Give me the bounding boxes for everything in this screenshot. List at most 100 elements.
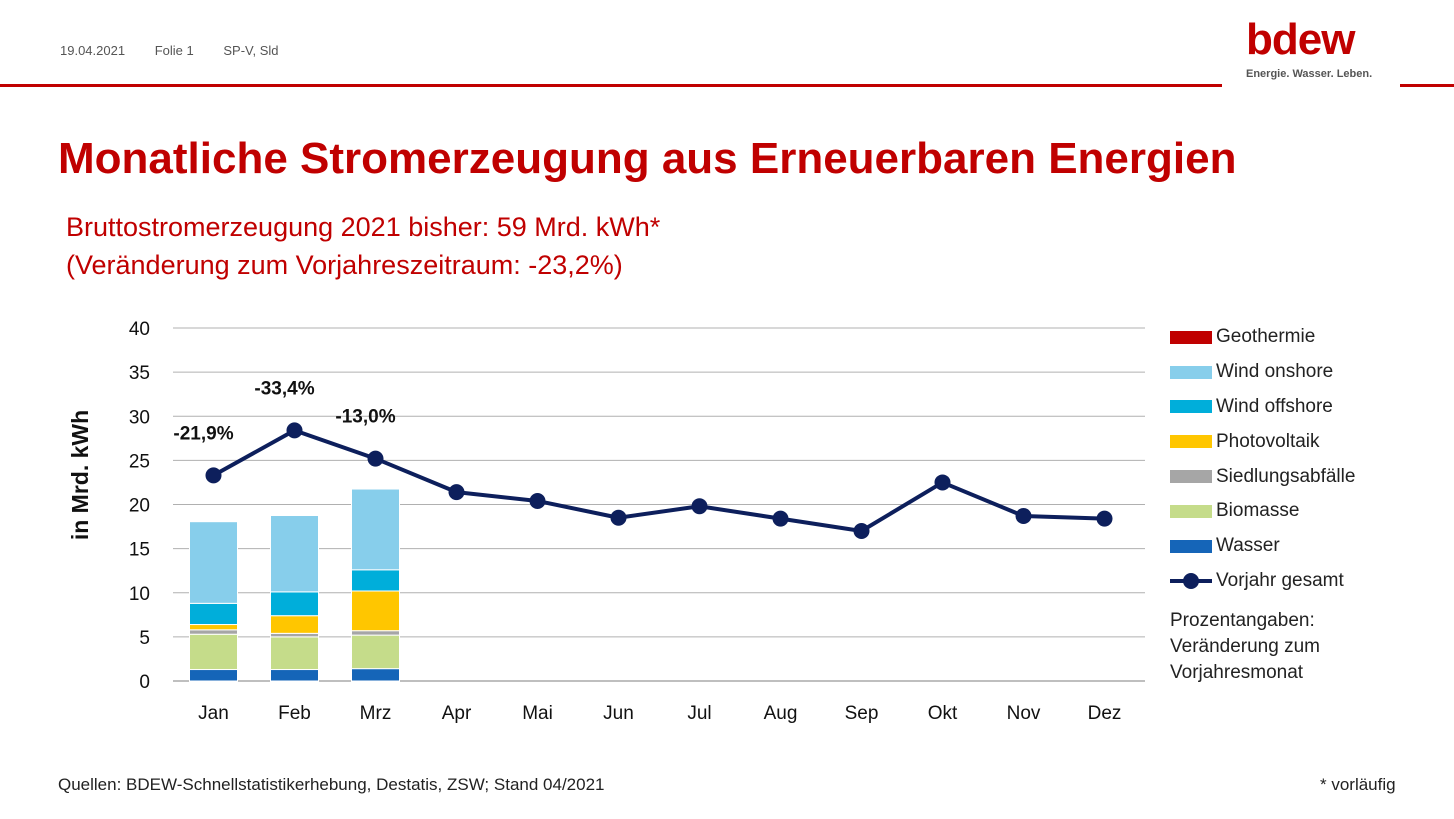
x-tick-label: Jan	[198, 703, 229, 724]
y-tick-label: 5	[139, 628, 150, 649]
legend-item-label: Wasser	[1216, 535, 1280, 557]
bar-segment	[351, 630, 400, 636]
legend-line-label: Vorjahr gesamt	[1216, 569, 1344, 591]
legend-item: Siedlungsabfälle	[1170, 459, 1440, 494]
line-point	[1096, 510, 1113, 527]
line-point	[934, 474, 951, 491]
data-label: -13,0%	[335, 407, 395, 428]
line-point	[691, 498, 708, 515]
y-tick-label: 10	[129, 584, 150, 605]
bar-segment	[270, 636, 319, 671]
legend-item: Photovoltaik	[1170, 424, 1440, 459]
legend-item-label: Photovoltaik	[1216, 430, 1320, 452]
data-label: -33,4%	[254, 378, 314, 399]
subtitle-line-2: (Veränderung zum Vorjahreszeitraum: -23,…	[66, 250, 623, 280]
line-point	[529, 492, 546, 509]
line-series-path	[212, 428, 1105, 533]
legend-item-label: Geothermie	[1216, 326, 1316, 348]
x-tick-labels: Jan Feb Mrz Apr Mai Jun Jul Aug Sep Okt Nov Dez	[198, 703, 1121, 724]
bar-segment	[189, 602, 238, 626]
legend-swatch	[1170, 470, 1212, 484]
legend: Geothermie Wind onshore Wind offshore Photo…	[1170, 320, 1440, 686]
legend-item-label: Wind offshore	[1216, 395, 1333, 417]
bar-segment	[351, 488, 400, 571]
legend-swatch	[1170, 330, 1212, 344]
bar-segment	[270, 669, 319, 682]
y-tick-label: 15	[129, 540, 150, 561]
slide-subtitle: Bruttostromerzeugung 2021 bisher: 59 Mrd…	[66, 208, 660, 284]
logo-wordmark: bdew	[1246, 15, 1355, 64]
legend-item-label: Siedlungsabfälle	[1216, 465, 1356, 487]
line-point	[772, 510, 789, 527]
bar-segment	[189, 633, 238, 671]
bar-layer	[189, 487, 400, 682]
legend-note: Prozentangaben: Veränderung zum Vorjahre…	[1170, 608, 1390, 686]
x-tick-label: Okt	[928, 703, 958, 724]
y-tick-label: 30	[129, 407, 150, 428]
legend-item-label: Biomasse	[1216, 500, 1300, 522]
bar-segment	[351, 569, 400, 592]
line-marker-icon	[1170, 571, 1212, 591]
x-tick-label: Feb	[278, 703, 311, 724]
line-point	[367, 450, 384, 467]
annotation-layer: -21,9% -33,4% -13,0%	[173, 378, 395, 444]
bar-segment	[189, 520, 238, 523]
x-tick-label: Aug	[764, 703, 798, 724]
legend-swatch	[1170, 539, 1212, 553]
legend-note-line-3: Vorjahresmonat	[1170, 662, 1304, 684]
line-point	[1015, 507, 1032, 524]
stacked-bar-line-chart: 0 5 10 15 20 25 30 35 40 Jan Feb Mrz Apr Mai Jun Jul Au…	[67, 319, 1145, 724]
legend-swatch	[1170, 504, 1212, 518]
bar-segment	[189, 669, 238, 682]
bar-segment	[270, 514, 319, 517]
bar-segment	[270, 615, 319, 634]
bar-segment	[270, 514, 319, 593]
x-tick-label: Nov	[1007, 703, 1041, 724]
bar-segment	[351, 634, 400, 670]
x-tick-label: Apr	[442, 703, 472, 724]
legend-item-label: Wind onshore	[1216, 361, 1334, 383]
legend-line-row: Vorjahr gesamt	[1170, 564, 1440, 599]
bar-segment	[351, 590, 400, 632]
slide-title: Monatliche Stromerzeugung aus Erneuerbar…	[58, 134, 1237, 183]
data-label: -21,9%	[173, 423, 233, 444]
grid-layer	[173, 327, 1145, 682]
header-date: 19.04.2021	[60, 43, 126, 58]
line-point	[205, 467, 222, 484]
bar-segment	[270, 591, 319, 617]
legend-note-line-1: Prozentangaben:	[1170, 610, 1315, 632]
bar-segment	[189, 629, 238, 635]
line-point	[853, 522, 870, 539]
y-tick-label: 20	[129, 496, 150, 517]
bar-segment	[189, 520, 238, 604]
header-rule-right	[1400, 84, 1454, 87]
header-slide: Folie 1	[154, 43, 194, 58]
bar-segment	[189, 624, 238, 631]
legend-note-line-2: Veränderung zum	[1170, 636, 1320, 658]
legend-item: Wind offshore	[1170, 390, 1440, 425]
bar-segment	[270, 632, 319, 638]
x-tick-label: Jun	[603, 703, 634, 724]
legend-item: Biomasse	[1170, 494, 1440, 529]
line-point	[286, 422, 303, 439]
legend-items: Geothermie Wind onshore Wind offshore Photo…	[1170, 320, 1440, 564]
line-point	[610, 509, 627, 526]
y-axis-label: in Mrd. kWh	[67, 410, 93, 540]
footer-note: * vorläufig	[1320, 775, 1396, 794]
legend-swatch	[1170, 400, 1212, 414]
bar-segment	[351, 668, 400, 682]
x-tick-label: Mrz	[360, 703, 392, 724]
x-tick-label: Jul	[687, 703, 711, 724]
bar-segment	[351, 487, 400, 490]
footer-sources: Quellen: BDEW-Schnellstatistikerhebung, …	[58, 775, 605, 794]
y-tick-label: 35	[129, 363, 150, 384]
subtitle-line-1: Bruttostromerzeugung 2021 bisher: 59 Mrd…	[66, 212, 661, 242]
x-tick-label: Mai	[522, 703, 553, 724]
legend-item: Wind onshore	[1170, 355, 1440, 390]
legend-swatch	[1170, 435, 1212, 449]
line-layer	[205, 422, 1113, 539]
y-tick-label: 40	[129, 319, 150, 340]
header-author: SP-V, Sld	[223, 43, 279, 58]
legend-swatch	[1170, 365, 1212, 379]
bdew-logo: bdew Energie. Wasser. Leben.	[1246, 15, 1372, 81]
